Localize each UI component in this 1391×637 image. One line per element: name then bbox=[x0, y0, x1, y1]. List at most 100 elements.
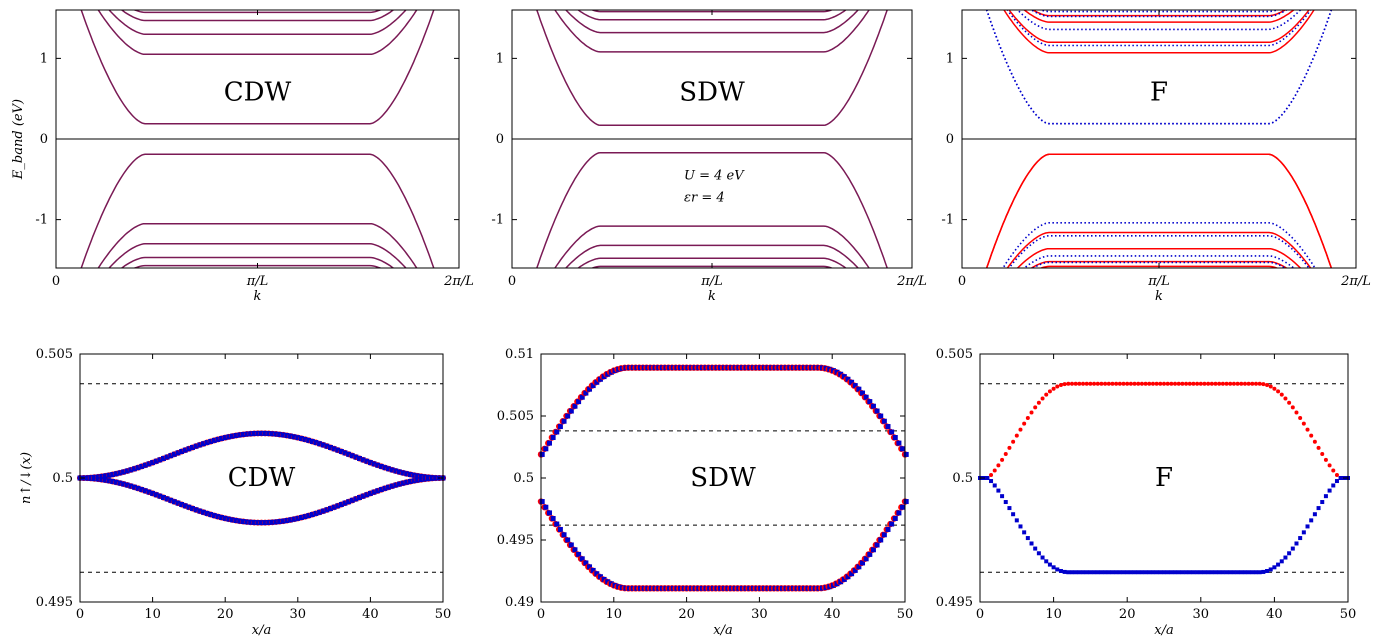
data-point-down bbox=[291, 516, 297, 522]
data-point-down bbox=[1202, 570, 1207, 575]
data-point-down bbox=[346, 451, 352, 457]
data-point-down bbox=[597, 376, 603, 382]
band-line bbox=[80, 10, 435, 125]
data-point-up bbox=[1047, 389, 1052, 394]
panel-label: CDW bbox=[228, 463, 296, 493]
data-point-down bbox=[197, 508, 203, 514]
data-point-down bbox=[597, 574, 603, 580]
data-point-up bbox=[1246, 381, 1251, 386]
data-point-down bbox=[157, 457, 163, 463]
x-axis-label: x/a bbox=[713, 623, 732, 637]
x-tick-label: 50 bbox=[1340, 607, 1357, 622]
band-line bbox=[554, 10, 870, 53]
data-point-down bbox=[1125, 570, 1130, 575]
data-point-down bbox=[870, 403, 876, 409]
data-point-down bbox=[179, 448, 185, 454]
data-point-down bbox=[106, 472, 112, 478]
data-point-down bbox=[237, 518, 243, 524]
data-point-down bbox=[102, 473, 108, 479]
band-line bbox=[1023, 10, 1295, 23]
y-axis-label: n↑/↓(x) bbox=[19, 452, 34, 504]
band-line bbox=[1023, 255, 1295, 268]
y-tick-label: 0.505 bbox=[497, 409, 534, 424]
data-point-down bbox=[219, 435, 225, 441]
data-point-down bbox=[375, 488, 381, 494]
data-point-down bbox=[572, 547, 578, 553]
y-tick-label: 1 bbox=[40, 51, 48, 66]
data-point-down bbox=[186, 446, 192, 452]
y-tick-label: 0.49 bbox=[505, 595, 534, 610]
data-point-down bbox=[856, 564, 862, 570]
data-point-down bbox=[168, 497, 174, 503]
data-point-down bbox=[117, 480, 123, 486]
data-point-down bbox=[1305, 524, 1310, 529]
data-point-down bbox=[262, 430, 268, 436]
data-point-down bbox=[845, 376, 851, 382]
data-point-down bbox=[1294, 541, 1299, 546]
data-point-down bbox=[892, 435, 898, 441]
data-point-down bbox=[179, 502, 185, 508]
data-point-down bbox=[219, 515, 225, 521]
data-point-down bbox=[367, 490, 373, 496]
x-tick-label: 0 bbox=[958, 274, 966, 289]
data-point-down bbox=[357, 455, 363, 461]
data-point-up bbox=[1081, 381, 1086, 386]
y-tick-label: 0.495 bbox=[36, 595, 73, 610]
x-tick-label: 0 bbox=[976, 607, 984, 622]
x-tick-label: 20 bbox=[678, 607, 695, 622]
data-point-down bbox=[335, 503, 341, 509]
data-point-down bbox=[190, 444, 196, 450]
x-tick-label: 0 bbox=[76, 607, 84, 622]
data-point-down bbox=[175, 450, 181, 456]
data-point-down bbox=[182, 447, 188, 453]
data-point-down bbox=[425, 476, 431, 482]
data-point-down bbox=[338, 502, 344, 508]
data-point-down bbox=[175, 500, 181, 506]
data-point-down bbox=[360, 493, 366, 499]
data-point-down bbox=[422, 474, 428, 480]
data-point-down bbox=[863, 394, 869, 400]
data-point-down bbox=[892, 515, 898, 521]
panel-label: SDW bbox=[690, 463, 756, 493]
data-point-down bbox=[856, 386, 862, 392]
band-line bbox=[536, 10, 888, 127]
data-point-down bbox=[1169, 570, 1174, 575]
data-point-down bbox=[1187, 570, 1192, 575]
data-point-up bbox=[1169, 381, 1174, 386]
data-point-down bbox=[131, 466, 137, 472]
y-tick-label: -1 bbox=[491, 213, 504, 228]
data-point-down bbox=[860, 390, 866, 396]
data-point-down bbox=[160, 455, 166, 461]
data-point-down bbox=[117, 470, 123, 476]
data-point-down bbox=[157, 493, 163, 499]
data-point-up bbox=[1077, 381, 1082, 386]
data-point-up bbox=[1206, 381, 1211, 386]
data-point-down bbox=[284, 518, 290, 524]
data-point-up bbox=[1294, 410, 1299, 415]
data-point-down bbox=[1092, 570, 1097, 575]
band-line bbox=[108, 243, 407, 268]
data-point-down bbox=[404, 471, 410, 477]
data-point-down bbox=[590, 567, 596, 573]
data-point-up bbox=[1154, 381, 1159, 386]
data-point-up bbox=[1099, 381, 1104, 386]
data-point-down bbox=[1110, 570, 1115, 575]
data-point-up bbox=[1165, 381, 1170, 386]
data-point-down bbox=[266, 431, 272, 437]
data-point-up bbox=[1301, 421, 1306, 426]
data-point-down bbox=[121, 469, 127, 475]
data-point-down bbox=[396, 469, 402, 475]
data-point-down bbox=[1040, 555, 1045, 560]
data-point-down bbox=[378, 487, 384, 493]
data-point-down bbox=[543, 504, 549, 510]
data-point-down bbox=[1158, 570, 1163, 575]
data-point-down bbox=[989, 479, 994, 484]
data-point-down bbox=[565, 537, 571, 543]
data-point-down bbox=[411, 472, 417, 478]
data-point-down bbox=[240, 519, 246, 525]
x-axis-label: k bbox=[708, 289, 716, 304]
data-point-down bbox=[233, 432, 239, 438]
y-tick-label: 0.5 bbox=[952, 471, 973, 486]
y-tick-label: 1 bbox=[946, 51, 954, 66]
